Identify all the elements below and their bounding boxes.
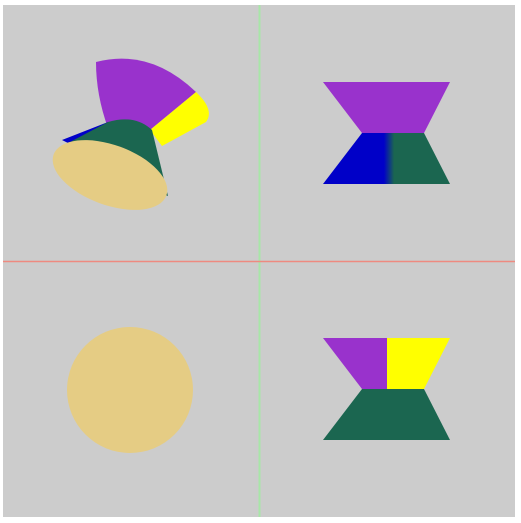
top-tan-disc [67,327,193,453]
top-view [67,327,193,453]
side-view [323,338,450,440]
perspective-purple-face [96,58,196,130]
side-purple-face [323,338,387,389]
front-view [323,82,450,184]
perspective-view [52,58,209,210]
side-green-face [323,389,450,440]
side-yellow-face [387,338,450,389]
front-blue-green-face [323,133,450,184]
perspective-tan-base [52,140,168,210]
front-purple-face [323,82,450,133]
perspective-yellow-face [150,92,209,146]
